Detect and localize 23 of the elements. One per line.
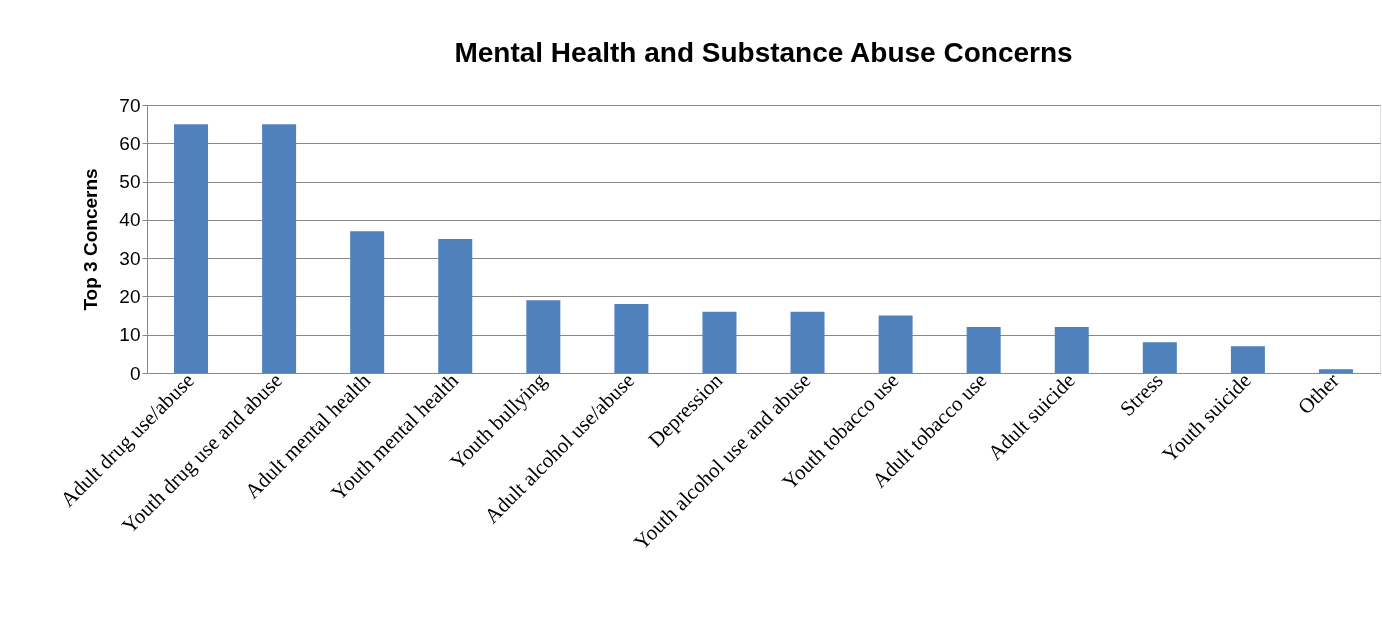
bar: [878, 315, 913, 373]
bar: [702, 311, 737, 373]
y-tick-label: 40: [119, 209, 141, 231]
bar: [1054, 327, 1089, 373]
bar: [438, 239, 473, 373]
bar: [790, 311, 825, 373]
bar: [1318, 369, 1353, 373]
bar: [614, 304, 649, 373]
bar: [350, 231, 385, 373]
bar: [174, 124, 209, 373]
y-tick-label: 60: [119, 132, 141, 154]
chart-title: Mental Health and Substance Abuse Concerns: [454, 37, 1073, 68]
y-tick-label: 70: [119, 94, 141, 116]
bar: [262, 124, 297, 373]
bar: [526, 300, 561, 373]
y-tick-label: 30: [119, 247, 141, 269]
y-tick-label: 50: [119, 171, 141, 193]
bar: [1142, 342, 1177, 373]
y-tick-label: 20: [119, 285, 141, 307]
y-tick-label: 10: [119, 324, 141, 346]
bar: [1230, 346, 1265, 373]
y-axis-title: Top 3 Concerns: [80, 168, 102, 311]
bar: [966, 327, 1001, 373]
